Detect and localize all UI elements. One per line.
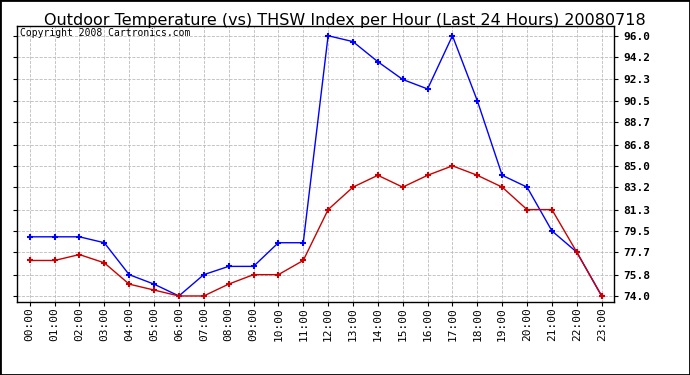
Text: Copyright 2008 Cartronics.com: Copyright 2008 Cartronics.com	[20, 28, 190, 38]
Text: Outdoor Temperature (vs) THSW Index per Hour (Last 24 Hours) 20080718: Outdoor Temperature (vs) THSW Index per …	[44, 13, 646, 28]
